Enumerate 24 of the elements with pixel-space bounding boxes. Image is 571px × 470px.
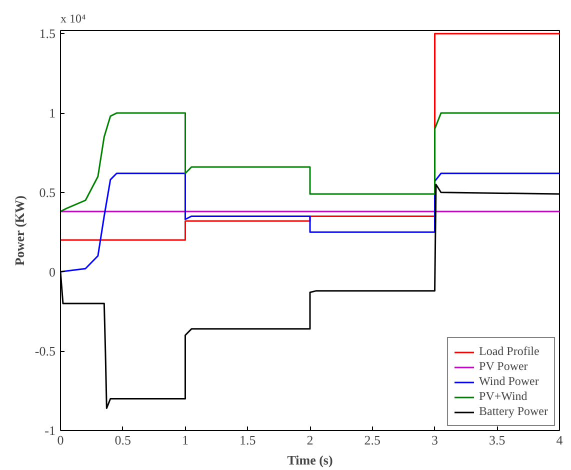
x-tick-label: 1.5 xyxy=(240,432,256,448)
text: x 10⁴ xyxy=(60,12,86,26)
legend-label: PV Power xyxy=(479,359,528,374)
line-series xyxy=(60,112,560,212)
x-tick-label: 1 xyxy=(182,432,188,448)
legend-label: Load Profile xyxy=(479,344,540,359)
y-tick-label: 0.5 xyxy=(39,184,56,200)
legend-label: Battery Power xyxy=(479,404,548,419)
x-tick-label: 2 xyxy=(306,432,314,448)
x-tick-label: 0.5 xyxy=(114,432,131,448)
y-tick-label: -1 xyxy=(44,423,56,438)
x-tick-label: 3.5 xyxy=(489,432,506,448)
legend-label: Wind Power xyxy=(479,374,539,389)
y-axis-title: Power (KW) xyxy=(12,196,27,266)
y-tick-label: -0.5 xyxy=(34,344,56,359)
x-tick-label: 4 xyxy=(556,432,564,448)
x-tick-label: 2.5 xyxy=(364,432,380,448)
x-tick-label: 3 xyxy=(432,432,438,448)
y-tick-label: 0 xyxy=(49,264,56,280)
y-tick-label: 1.5 xyxy=(39,26,56,42)
legend-label: PV+Wind xyxy=(479,389,528,404)
y-tick-label: 1 xyxy=(49,106,56,121)
line-series xyxy=(60,172,560,273)
x-axis-title: Time (s) xyxy=(287,452,333,468)
